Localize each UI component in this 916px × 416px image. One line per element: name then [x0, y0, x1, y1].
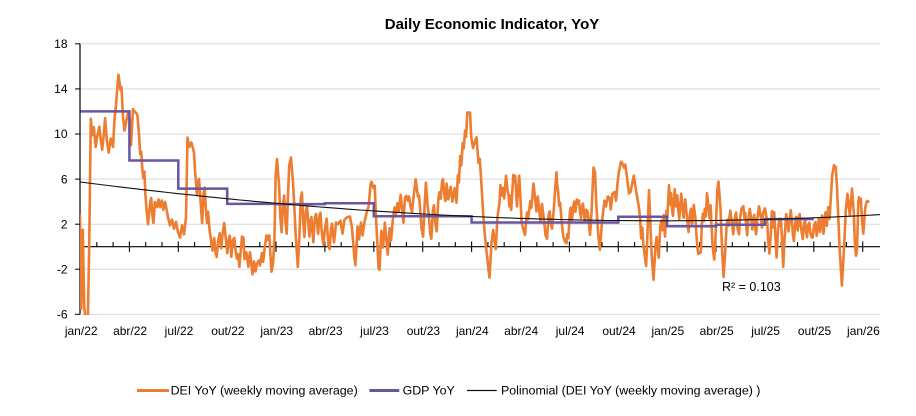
svg-text:out/22: out/22 [211, 324, 245, 338]
svg-text:abr/24: abr/24 [504, 324, 538, 338]
svg-text:GDP YoY: GDP YoY [403, 383, 455, 397]
svg-text:jan/26: jan/26 [846, 324, 880, 338]
svg-text:10: 10 [54, 127, 68, 141]
svg-text:out/25: out/25 [798, 324, 832, 338]
svg-text:jul/23: jul/23 [359, 324, 389, 338]
svg-text:-6: -6 [57, 308, 68, 322]
svg-text:Polinomial (DEI YoY (weekly mo: Polinomial (DEI YoY (weekly moving avera… [501, 383, 760, 397]
svg-text:14: 14 [54, 82, 68, 96]
svg-text:jan/22: jan/22 [64, 324, 98, 338]
svg-text:jul/24: jul/24 [555, 324, 585, 338]
svg-text:jan/25: jan/25 [650, 324, 684, 338]
svg-text:abr/25: abr/25 [700, 324, 734, 338]
svg-text:jan/23: jan/23 [259, 324, 293, 338]
svg-text:2: 2 [61, 217, 68, 231]
svg-text:jul/25: jul/25 [750, 324, 780, 338]
svg-text:jan/24: jan/24 [455, 324, 489, 338]
svg-text:6: 6 [61, 172, 68, 186]
svg-text:abr/23: abr/23 [309, 324, 343, 338]
svg-text:jul/22: jul/22 [164, 324, 194, 338]
svg-text:R² = 0.103: R² = 0.103 [722, 280, 781, 294]
svg-text:Daily Economic Indicator, YoY: Daily Economic Indicator, YoY [385, 16, 600, 33]
svg-text:DEI YoY (weekly moving average: DEI YoY (weekly moving average) [171, 383, 358, 397]
svg-text:18: 18 [54, 37, 68, 51]
svg-text:out/24: out/24 [602, 324, 636, 338]
svg-text:abr/22: abr/22 [113, 324, 147, 338]
svg-text:out/23: out/23 [407, 324, 441, 338]
svg-text:-2: -2 [57, 262, 68, 276]
